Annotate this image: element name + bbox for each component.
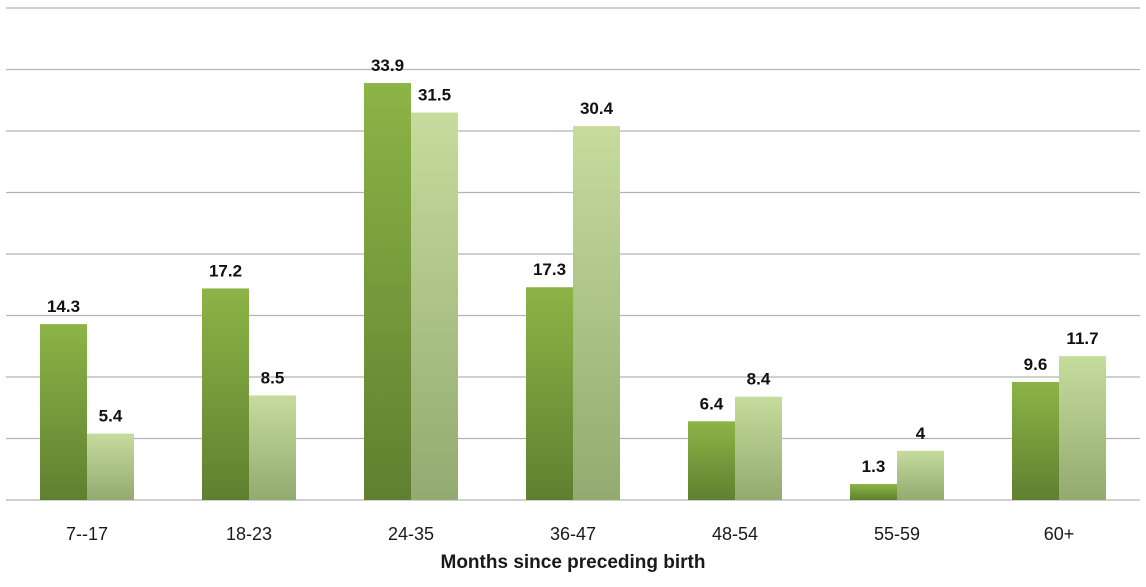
bar-series2-36-47	[573, 126, 620, 500]
data-label-series1-36-47: 17.3	[533, 260, 566, 279]
bar-series2-18-23	[249, 395, 296, 500]
bar-series2-60+	[1059, 356, 1106, 500]
bar-series1-55-59	[850, 484, 897, 500]
data-label-series2-60+: 11.7	[1066, 329, 1098, 348]
x-tick-label: 7--17	[66, 524, 108, 544]
data-label-series2-7--17: 5.4	[99, 407, 123, 426]
data-label-series1-7--17: 14.3	[47, 297, 80, 316]
data-labels: 14.3 5.4 17.2 8.5 33.9 31.5 17.3 30.4 6.4 8.4 1.3 4…	[47, 56, 1099, 476]
data-label-series2-48-54: 8.4	[747, 370, 771, 389]
bar-series2-55-59	[897, 450, 944, 500]
bar-series1-18-23	[202, 288, 249, 500]
data-label-series1-24-35: 33.9	[371, 56, 404, 75]
x-axis-tick-labels: 7--17 18-23 24-35 36-47 48-54 55-59 60+	[66, 524, 1074, 544]
x-tick-label: 36-47	[550, 524, 596, 544]
data-label-series1-55-59: 1.3	[862, 457, 886, 476]
data-label-series1-48-54: 6.4	[700, 394, 724, 413]
bars	[40, 83, 1106, 501]
x-tick-label: 60+	[1044, 524, 1075, 544]
bar-series2-7--17	[87, 433, 134, 500]
data-label-series2-18-23: 8.5	[261, 368, 285, 387]
data-label-series2-24-35: 31.5	[418, 86, 451, 105]
bar-series1-7--17	[40, 324, 87, 500]
bar-series1-24-35	[364, 83, 411, 500]
data-label-series1-60+: 9.6	[1024, 355, 1048, 374]
x-tick-label: 18-23	[226, 524, 272, 544]
bar-series2-48-54	[735, 396, 782, 500]
x-tick-label: 48-54	[712, 524, 758, 544]
x-axis-title: Months since preceding birth	[440, 552, 706, 573]
bar-series2-24-35	[411, 112, 458, 501]
bar-series1-60+	[1012, 381, 1059, 500]
bar-series1-48-54	[688, 421, 735, 500]
data-label-series2-55-59: 4	[916, 424, 926, 443]
x-tick-label: 55-59	[874, 524, 920, 544]
x-tick-label: 24-35	[388, 524, 434, 544]
data-label-series1-18-23: 17.2	[209, 261, 242, 280]
data-label-series2-36-47: 30.4	[580, 99, 614, 118]
bar-series1-36-47	[526, 287, 573, 500]
